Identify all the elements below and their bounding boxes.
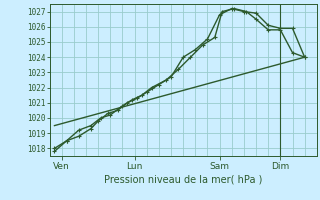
X-axis label: Pression niveau de la mer( hPa ): Pression niveau de la mer( hPa ) xyxy=(104,175,262,185)
